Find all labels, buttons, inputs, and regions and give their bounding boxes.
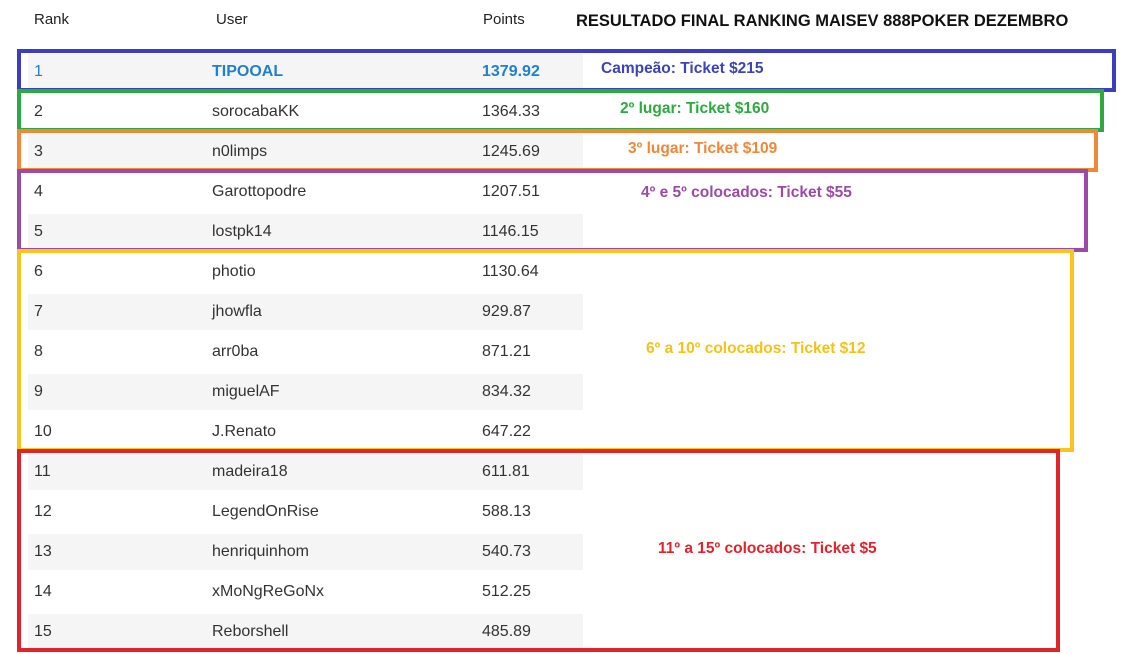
points-cell: 1245.69 [482, 143, 540, 160]
user-cell: TIPOOAL [212, 63, 284, 80]
points-cell: 1364.33 [482, 103, 540, 120]
user-cell: sorocabaKK [212, 103, 300, 120]
user-cell: n0limps [212, 143, 268, 160]
row-background [28, 294, 583, 330]
rank-cell: 11 [34, 463, 51, 480]
row-background [28, 54, 583, 90]
points-cell: 871.21 [482, 343, 531, 360]
rank-cell: 8 [34, 343, 43, 360]
points-cell: 485.89 [482, 623, 531, 640]
rank-cell: 10 [34, 423, 52, 440]
user-cell: madeira18 [212, 463, 288, 480]
row-background [28, 134, 583, 170]
user-cell: xMoNgReGoNx [212, 583, 325, 600]
points-cell: 611.81 [482, 463, 530, 480]
points-cell: 834.32 [482, 383, 531, 400]
points-cell: 1146.15 [482, 223, 539, 240]
prize-group-box [17, 49, 1116, 92]
user-cell: J.Renato [212, 423, 277, 440]
prize-group-box [17, 89, 1104, 132]
row-background [28, 454, 583, 490]
column-header: Rank [34, 11, 70, 28]
points-cell: 512.25 [482, 583, 531, 600]
page-title: RESULTADO FINAL RANKING MAISEV 888POKER … [576, 12, 1069, 30]
prize-label: 2º lugar: Ticket $160 [620, 99, 770, 117]
prize-label: 3º lugar: Ticket $109 [628, 139, 778, 157]
points-cell: 1130.64 [482, 263, 539, 280]
rank-cell: 7 [34, 303, 43, 320]
user-cell: jhowfla [212, 303, 262, 320]
rank-cell: 15 [34, 623, 52, 640]
rank-cell: 1 [34, 63, 43, 80]
user-cell: miguelAF [212, 383, 280, 400]
user-cell: lostpk14 [212, 223, 272, 240]
points-cell: 1207.51 [482, 183, 540, 200]
points-cell: 929.87 [482, 303, 531, 320]
prize-label: 11º a 15º colocados: Ticket $5 [658, 539, 877, 557]
user-cell: henriquinhom [212, 543, 309, 560]
rank-cell: 13 [34, 543, 52, 560]
column-header: User [216, 11, 248, 28]
row-background [28, 214, 583, 250]
row-background [28, 614, 583, 650]
user-cell: Garottopodre [212, 183, 307, 200]
points-cell: 588.13 [482, 503, 531, 520]
column-header: Points [483, 11, 525, 28]
points-cell: 647.22 [482, 423, 531, 440]
row-background [28, 534, 583, 570]
rank-cell: 9 [34, 383, 43, 400]
prize-group-box [17, 449, 1060, 652]
prize-group-box [17, 249, 1074, 452]
rank-cell: 12 [34, 503, 52, 520]
prize-group-box [17, 129, 1098, 172]
rank-cell: 3 [34, 143, 43, 160]
rank-cell: 2 [34, 103, 43, 120]
prize-label: 4º e 5º colocados: Ticket $55 [641, 183, 852, 201]
rank-cell: 5 [34, 223, 43, 240]
row-background [28, 374, 583, 410]
prize-label: 6º a 10º colocados: Ticket $12 [646, 339, 866, 357]
rank-cell: 6 [34, 263, 43, 280]
points-cell: 1379.92 [482, 63, 540, 80]
rank-cell: 14 [34, 583, 52, 600]
user-cell: Reborshell [212, 623, 289, 640]
rank-cell: 4 [34, 183, 43, 200]
points-cell: 540.73 [482, 543, 531, 560]
user-cell: photio [212, 263, 256, 280]
user-cell: arr0ba [212, 343, 259, 360]
prize-group-box [17, 169, 1088, 252]
prize-label: Campeão: Ticket $215 [601, 59, 764, 77]
user-cell: LegendOnRise [212, 503, 319, 520]
